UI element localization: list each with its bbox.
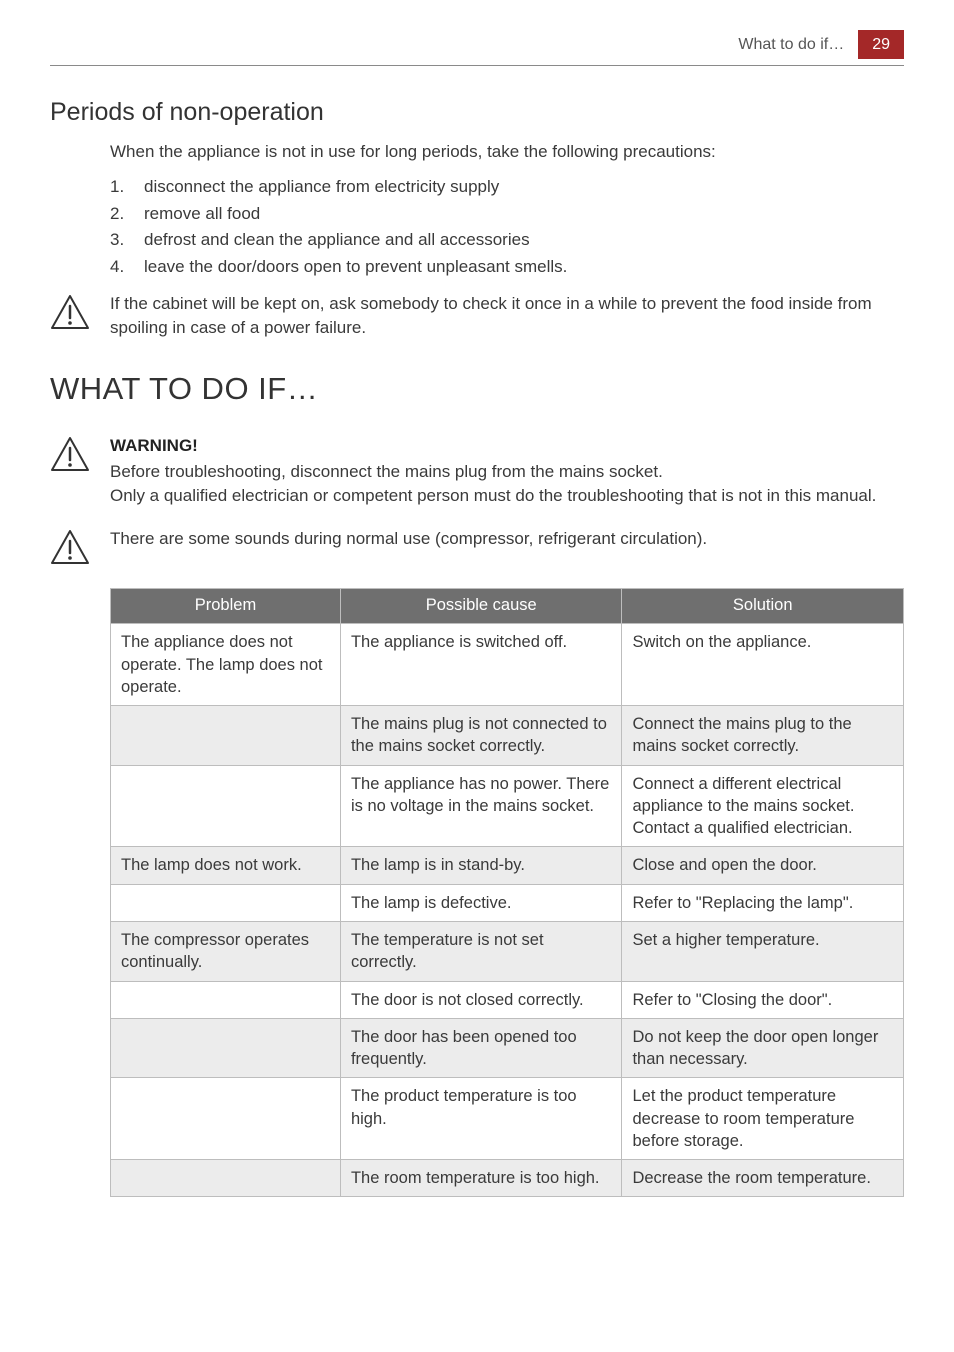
table-cell: The lamp does not work.: [111, 847, 341, 884]
list-number: 4.: [110, 255, 130, 280]
table-cell: [111, 765, 341, 847]
list-item: 2. remove all food: [110, 202, 904, 227]
table-row: The lamp is defective.Refer to "Replacin…: [111, 884, 904, 921]
warning-body-2: Only a qualified electrician or competen…: [110, 484, 904, 509]
table-row: The room temperature is too high.Decreas…: [111, 1160, 904, 1197]
warning-triangle-icon: [50, 527, 92, 573]
table-cell: The door has been opened too frequently.: [340, 1018, 622, 1078]
table-cell: Refer to "Replacing the lamp".: [622, 884, 904, 921]
table-header-row: Problem Possible cause Solution: [111, 589, 904, 624]
warning-body-1: Before troubleshooting, disconnect the m…: [110, 460, 904, 485]
table-cell: Connect a different electrical appliance…: [622, 765, 904, 847]
warning-label: WARNING!: [110, 434, 904, 459]
sounds-note-text: There are some sounds during normal use …: [110, 527, 904, 573]
list-number: 1.: [110, 175, 130, 200]
table-cell: The appliance is switched off.: [340, 624, 622, 706]
table-cell: [111, 1078, 341, 1160]
table-cell: [111, 1160, 341, 1197]
table-cell: The compressor operates continually.: [111, 922, 341, 982]
table-row: The appliance has no power. There is no …: [111, 765, 904, 847]
table-body: The appliance does not operate. The lamp…: [111, 624, 904, 1197]
table-cell: [111, 706, 341, 766]
table-cell: [111, 884, 341, 921]
non-operation-heading: Periods of non-operation: [50, 94, 904, 130]
table-cell: The appliance has no power. There is no …: [340, 765, 622, 847]
table-row: The compressor operates continually.The …: [111, 922, 904, 982]
table-cell: Close and open the door.: [622, 847, 904, 884]
table-cell: The room temperature is too high.: [340, 1160, 622, 1197]
column-header-solution: Solution: [622, 589, 904, 624]
table-row: The appliance does not operate. The lamp…: [111, 624, 904, 706]
table-cell: The lamp is in stand-by.: [340, 847, 622, 884]
list-number: 3.: [110, 228, 130, 253]
table-cell: The product temperature is too high.: [340, 1078, 622, 1160]
non-operation-steps: 1. disconnect the appliance from electric…: [110, 175, 904, 280]
list-number: 2.: [110, 202, 130, 227]
table-cell: Set a higher temperature.: [622, 922, 904, 982]
list-text: remove all food: [144, 202, 260, 227]
non-operation-note: If the cabinet will be kept on, ask some…: [50, 292, 904, 341]
non-operation-intro-text: When the appliance is not in use for lon…: [110, 140, 904, 165]
table-cell: Do not keep the door open longer than ne…: [622, 1018, 904, 1078]
list-text: disconnect the appliance from electricit…: [144, 175, 499, 200]
table-cell: The appliance does not operate. The lamp…: [111, 624, 341, 706]
warning-triangle-icon: [50, 292, 92, 341]
table-cell: The lamp is defective.: [340, 884, 622, 921]
list-item: 3. defrost and clean the appliance and al…: [110, 228, 904, 253]
list-item: 4. leave the door/doors open to prevent u…: [110, 255, 904, 280]
column-header-problem: Problem: [111, 589, 341, 624]
table-cell: [111, 1018, 341, 1078]
table-cell: Switch on the appliance.: [622, 624, 904, 706]
warning-block: WARNING! Before troubleshooting, disconn…: [50, 434, 904, 509]
sounds-note: There are some sounds during normal use …: [50, 527, 904, 573]
non-operation-note-text: If the cabinet will be kept on, ask some…: [110, 292, 904, 341]
list-text: leave the door/doors open to prevent unp…: [144, 255, 567, 280]
table-cell: The door is not closed correctly.: [340, 981, 622, 1018]
non-operation-intro: When the appliance is not in use for lon…: [110, 140, 904, 165]
list-text: defrost and clean the appliance and all …: [144, 228, 530, 253]
table-row: The door has been opened too frequently.…: [111, 1018, 904, 1078]
table-cell: [111, 981, 341, 1018]
table-row: The lamp does not work.The lamp is in st…: [111, 847, 904, 884]
table-cell: Decrease the room temperature.: [622, 1160, 904, 1197]
table-row: The product temperature is too high.Let …: [111, 1078, 904, 1160]
what-to-do-heading: WHAT TO DO IF…: [50, 367, 904, 412]
table-cell: The mains plug is not connected to the m…: [340, 706, 622, 766]
troubleshooting-table: Problem Possible cause Solution The appl…: [110, 588, 904, 1197]
table-cell: Let the product temperature decrease to …: [622, 1078, 904, 1160]
page-header: What to do if… 29: [50, 30, 904, 66]
page-number-badge: 29: [858, 30, 904, 59]
table-cell: Connect the mains plug to the mains sock…: [622, 706, 904, 766]
column-header-cause: Possible cause: [340, 589, 622, 624]
warning-triangle-icon: [50, 434, 92, 509]
table-row: The mains plug is not connected to the m…: [111, 706, 904, 766]
header-section-title: What to do if…: [738, 33, 844, 56]
table-cell: Refer to "Closing the door".: [622, 981, 904, 1018]
list-item: 1. disconnect the appliance from electric…: [110, 175, 904, 200]
table-row: The door is not closed correctly.Refer t…: [111, 981, 904, 1018]
table-cell: The temperature is not set correctly.: [340, 922, 622, 982]
